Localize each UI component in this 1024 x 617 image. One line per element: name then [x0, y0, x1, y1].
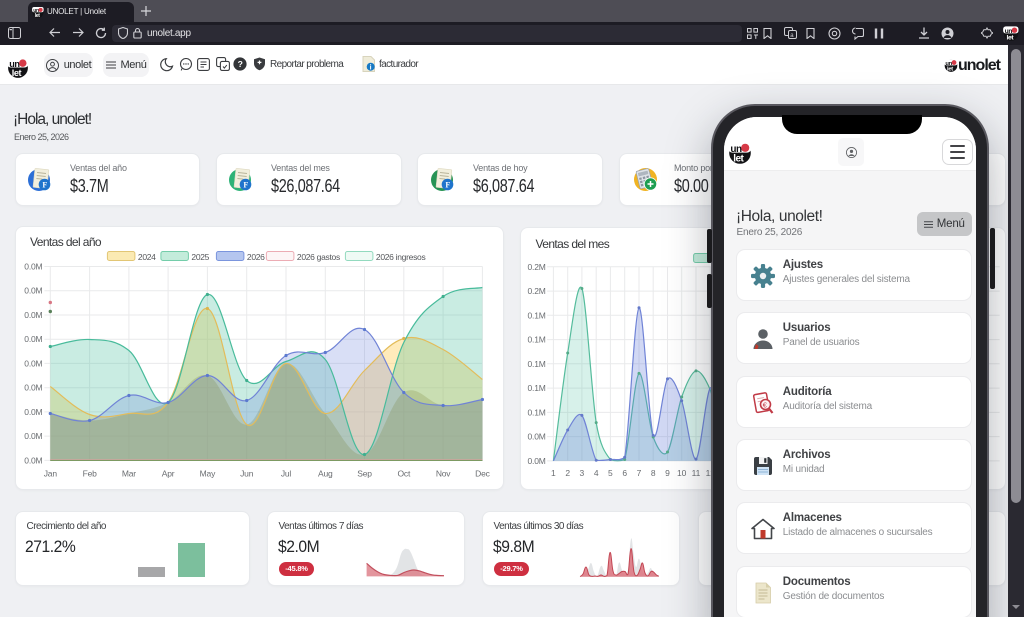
svg-text:Dec: Dec [475, 468, 490, 478]
svg-text:2: 2 [566, 468, 571, 478]
svg-text:Nov: Nov [435, 468, 450, 478]
svg-text:0.0M: 0.0M [24, 285, 42, 295]
svg-text:F: F [243, 181, 248, 190]
svg-text:0.1M: 0.1M [528, 310, 546, 320]
svg-text:0.0M: 0.0M [24, 358, 42, 368]
svg-text:0.1M: 0.1M [528, 359, 546, 369]
svg-text:un: un [33, 8, 39, 14]
svg-text:Apr: Apr [161, 468, 174, 478]
svg-text:0.1M: 0.1M [528, 407, 546, 417]
svg-text:let: let [1006, 34, 1014, 41]
svg-text:let: let [733, 154, 744, 164]
svg-text:?: ? [238, 59, 243, 69]
svg-text:2025: 2025 [191, 252, 209, 262]
svg-text:Oct: Oct [397, 468, 410, 478]
svg-text:2024: 2024 [137, 252, 155, 262]
svg-text:Sep: Sep [357, 468, 372, 478]
svg-text:i: i [370, 64, 372, 71]
svg-text:a: a [790, 33, 794, 39]
svg-text:0.0M: 0.0M [24, 310, 42, 320]
svg-text:10: 10 [677, 468, 687, 478]
svg-text:0.0M: 0.0M [528, 456, 546, 466]
svg-text:let: let [35, 13, 41, 18]
svg-text:un: un [945, 61, 952, 67]
svg-text:0.0M: 0.0M [24, 382, 42, 392]
svg-text:9: 9 [666, 468, 671, 478]
svg-text:8: 8 [651, 468, 656, 478]
svg-text:€: € [763, 400, 768, 409]
svg-text:2026 ingresos: 2026 ingresos [375, 252, 425, 262]
svg-text:0.0M: 0.0M [528, 432, 546, 442]
svg-text:5: 5 [608, 468, 613, 478]
svg-text:Jun: Jun [240, 468, 254, 478]
svg-text:12: 12 [706, 468, 716, 478]
svg-text:0.0M: 0.0M [24, 455, 42, 465]
svg-text:0.0M: 0.0M [24, 261, 42, 271]
svg-text:Jan: Jan [43, 468, 57, 478]
svg-text:3: 3 [580, 468, 585, 478]
svg-text:0.2M: 0.2M [528, 262, 546, 272]
svg-text:let: let [947, 67, 953, 72]
svg-text:Mar: Mar [121, 468, 135, 478]
svg-text:0.0M: 0.0M [24, 406, 42, 416]
svg-text:Feb: Feb [82, 468, 97, 478]
svg-text:F: F [445, 181, 450, 190]
svg-text:F: F [42, 181, 47, 190]
svg-text:4: 4 [594, 468, 599, 478]
svg-text:Aug: Aug [318, 468, 333, 478]
svg-text:0.0M: 0.0M [24, 334, 42, 344]
svg-text:un: un [730, 144, 742, 155]
svg-text:2026: 2026 [246, 252, 264, 262]
svg-text:May: May [199, 468, 215, 478]
svg-text:11: 11 [692, 468, 701, 478]
svg-text:Jul: Jul [280, 468, 291, 478]
svg-text:un: un [9, 59, 20, 69]
svg-text:6: 6 [623, 468, 628, 478]
svg-text:0.1M: 0.1M [528, 335, 546, 345]
svg-text:2026 gastos: 2026 gastos [296, 252, 339, 262]
svg-text:0.2M: 0.2M [528, 286, 546, 296]
svg-text:un: un [1005, 28, 1013, 35]
svg-text:let: let [12, 68, 22, 78]
svg-text:7: 7 [637, 468, 642, 478]
svg-text:0.1M: 0.1M [528, 383, 546, 393]
svg-text:0.0M: 0.0M [24, 431, 42, 441]
svg-text:1: 1 [551, 468, 556, 478]
